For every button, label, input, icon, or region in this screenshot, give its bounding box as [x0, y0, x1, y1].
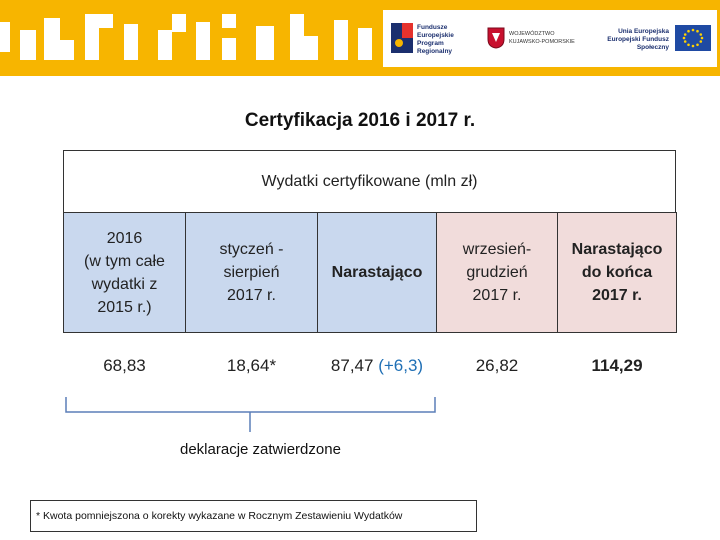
value-cumulative: 87,47 (+6,3) — [317, 340, 437, 390]
col-jan-aug-label: styczeń - sierpień 2017 r. — [185, 212, 318, 333]
fe-star-icon — [391, 23, 413, 53]
banner-decoration — [304, 36, 318, 60]
banner-decoration — [172, 14, 186, 32]
banner-decoration — [85, 14, 99, 60]
value-cumulative-number: 87,47 — [330, 355, 374, 375]
table-header: Wydatki certyfikowane (mln zł) — [261, 173, 478, 190]
logo-strip: Fundusze Europejskie Program Regionalny … — [383, 10, 717, 67]
eu-logo: Unia Europejska Europejski Fundusz Społe… — [591, 10, 715, 67]
banner-decoration — [158, 30, 172, 60]
banner-decoration — [290, 14, 304, 60]
banner-decoration — [124, 24, 138, 60]
fundusze-europejskie-logo: Fundusze Europejskie Program Regionalny — [389, 10, 469, 67]
col-cumulative-label: Narastająco — [317, 212, 437, 333]
top-banner: Fundusze Europejskie Program Regionalny … — [0, 0, 720, 76]
eu-flag-icon — [675, 25, 711, 51]
region-crest-icon — [487, 27, 505, 49]
region-logo-text: WOJEWÓDZTWO KUJAWSKO-POMORSKIE — [509, 31, 575, 45]
col-sep-dec-label: wrzesień- grudzień 2017 r. — [436, 212, 558, 333]
page-title: Certyfikacja 2016 i 2017 r. — [244, 110, 476, 131]
banner-decoration — [44, 18, 60, 60]
footnote: * Kwota pomniejszona o korekty wykazane … — [36, 510, 403, 522]
banner-decoration — [256, 26, 274, 60]
value-cumulative-end: 114,29 — [557, 340, 677, 390]
fe-logo-text: Fundusze Europejskie Program Regionalny — [417, 24, 454, 55]
banner-decoration — [222, 38, 236, 60]
banner-decoration — [0, 22, 10, 52]
value-jan-aug: 18,64* — [185, 340, 318, 390]
value-2016: 68,83 — [63, 340, 186, 390]
col-2016-label: 2016 (w tym całe wydatki z 2015 r.) — [63, 212, 186, 333]
banner-decoration — [99, 14, 113, 28]
banner-decoration — [358, 28, 372, 60]
bracket-label: deklaracje zatwierdzone — [180, 441, 341, 458]
footnote-box — [30, 500, 477, 532]
eu-logo-text: Unia Europejska Europejski Fundusz Społe… — [607, 28, 669, 51]
banner-decoration — [222, 14, 236, 28]
col-cumulative-end-label: Narastająco do końca 2017 r. — [557, 212, 677, 333]
banner-decoration — [60, 40, 74, 60]
banner-decoration — [20, 30, 36, 60]
banner-decoration — [334, 20, 348, 60]
region-logo: WOJEWÓDZTWO KUJAWSKO-POMORSKIE — [487, 10, 577, 67]
value-cumulative-change: (+6,3) — [378, 355, 424, 375]
value-sep-dec: 26,82 — [436, 340, 558, 390]
banner-decoration — [196, 22, 210, 60]
